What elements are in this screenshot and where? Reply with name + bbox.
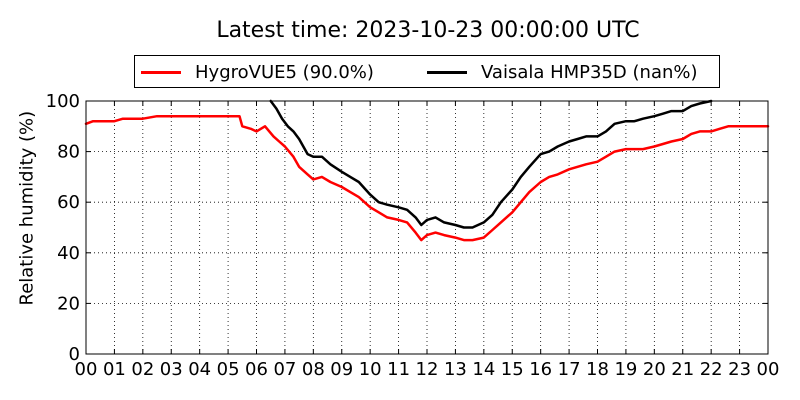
x-tick-label: 17 xyxy=(558,359,581,380)
legend: HygroVUE5 (90.0%) Vaisala HMP35D (nan%) xyxy=(134,55,720,88)
legend-swatch-hygrovue5 xyxy=(141,70,181,74)
x-tick-label: 06 xyxy=(245,359,268,380)
y-tick-label: 20 xyxy=(57,293,80,314)
x-tick-label: 03 xyxy=(160,359,183,380)
grid xyxy=(86,101,768,354)
x-tick-label: 10 xyxy=(359,359,382,380)
legend-label-vaisala: Vaisala HMP35D (nan%) xyxy=(481,61,698,83)
y-tick-label: 100 xyxy=(46,91,80,112)
y-axis-label: Relative humidity (%) xyxy=(16,110,38,306)
ticks: 00 01 02 03 04 05 06 07 08 09 10 11 12 13 14 15 16 17 18 19… xyxy=(46,91,780,380)
series-lines xyxy=(84,99,770,242)
legend-swatch-vaisala xyxy=(427,70,467,74)
x-tick-label: 20 xyxy=(643,359,666,380)
y-tick-label: 0 xyxy=(69,344,80,365)
x-tick-label: 16 xyxy=(529,359,552,380)
x-tick-label: 08 xyxy=(302,359,325,380)
x-tick-label: 00 xyxy=(75,359,98,380)
x-tick-label: 18 xyxy=(586,359,609,380)
chart-title: Latest time: 2023-10-23 00:00:00 UTC xyxy=(216,18,640,43)
plot-frame xyxy=(85,100,769,355)
legend-entry-hygrovue5: HygroVUE5 (90.0%) xyxy=(141,61,374,83)
x-tick-label: 05 xyxy=(217,359,240,380)
x-tick-label: 12 xyxy=(416,359,439,380)
x-tick-label: 01 xyxy=(103,359,126,380)
x-tick-label: 02 xyxy=(131,359,154,380)
series-line-0 xyxy=(84,114,770,242)
x-tick-label: 09 xyxy=(330,359,353,380)
x-tick-label: 13 xyxy=(444,359,467,380)
x-tick-label: 00 xyxy=(757,359,780,380)
x-tick-label: 23 xyxy=(728,359,751,380)
x-tick-label: 19 xyxy=(614,359,637,380)
legend-entry-vaisala: Vaisala HMP35D (nan%) xyxy=(427,61,698,83)
x-tick-label: 22 xyxy=(700,359,723,380)
y-tick-label: 40 xyxy=(57,243,80,264)
y-tick-label: 80 xyxy=(57,142,80,163)
x-tick-label: 15 xyxy=(501,359,524,380)
x-tick-label: 07 xyxy=(273,359,296,380)
x-tick-label: 14 xyxy=(472,359,495,380)
x-tick-label: 11 xyxy=(387,359,410,380)
legend-label-hygrovue5: HygroVUE5 (90.0%) xyxy=(195,61,374,83)
x-tick-label: 04 xyxy=(188,359,211,380)
series-line-1 xyxy=(269,99,713,229)
x-tick-label: 21 xyxy=(671,359,694,380)
y-tick-label: 60 xyxy=(57,192,80,213)
